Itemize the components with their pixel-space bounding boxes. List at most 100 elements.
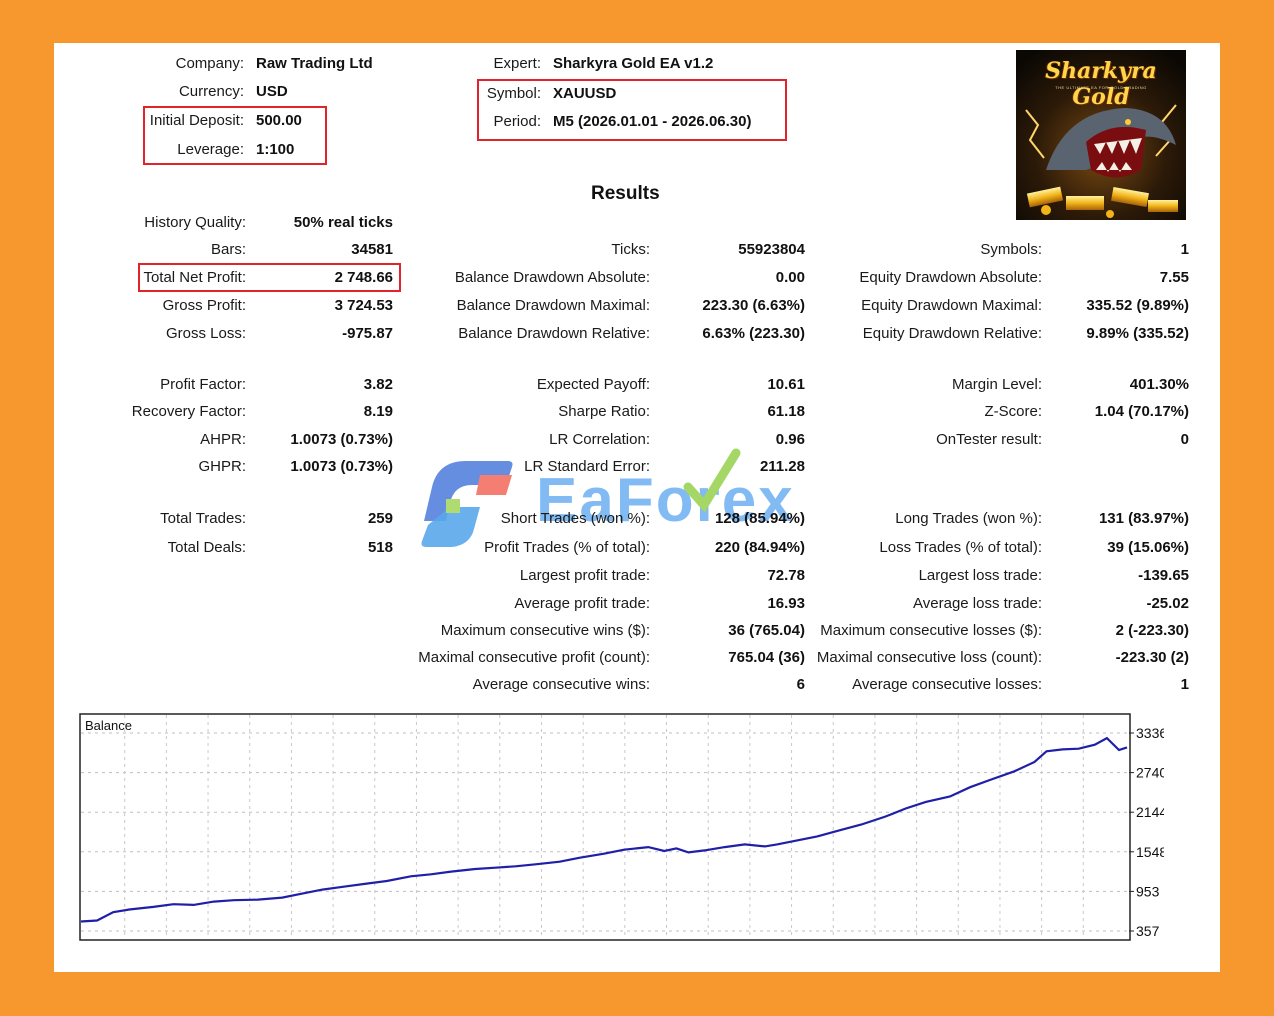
expert-label: Expert:	[493, 55, 541, 72]
result-value: 39 (15.06%)	[1107, 539, 1189, 556]
company-value: Raw Trading Ltd	[256, 55, 373, 72]
result-label: Average consecutive wins:	[472, 676, 650, 693]
result-label: Total Deals:	[167, 539, 246, 556]
chart-y-ticks: 3336 2740 2144 1548 953 357	[1129, 725, 1164, 939]
result-label: History Quality:	[144, 214, 246, 231]
result-value: 3 724.53	[334, 297, 393, 314]
result-value: 55923804	[738, 241, 805, 258]
result-label: Z-Score:	[984, 403, 1042, 420]
result-label: Balance Drawdown Maximal:	[456, 297, 650, 314]
result-value: 0	[1180, 431, 1189, 448]
result-value: -223.30 (2)	[1115, 649, 1189, 666]
result-value: 335.52 (9.89%)	[1086, 297, 1189, 314]
result-value: 6.63% (223.30)	[702, 325, 805, 342]
result-value: 1	[1180, 676, 1189, 693]
result-value: 131 (83.97%)	[1098, 510, 1189, 527]
result-value: 3.82	[363, 376, 393, 393]
initial-deposit-value: 500.00	[256, 112, 302, 129]
logo-title: Sharkyra Gold	[1045, 58, 1157, 110]
chart-frame	[79, 713, 1131, 941]
result-label: GHPR:	[198, 458, 246, 475]
result-label: Profit Trades (% of total):	[484, 539, 650, 556]
company-label: Company:	[175, 55, 244, 72]
y-tick-label: 1548	[1136, 844, 1164, 860]
result-value: -975.87	[342, 325, 393, 342]
result-value: 518	[367, 539, 393, 556]
period-value: M5 (2026.01.01 - 2026.06.30)	[553, 113, 752, 130]
result-value: 34581	[351, 241, 393, 258]
leverage-label: Leverage:	[177, 141, 244, 158]
report-panel: Company: Raw Trading Ltd Currency: USD I…	[54, 43, 1220, 972]
result-value: 128 (85.94%)	[714, 510, 805, 527]
result-value: 16.93	[767, 595, 805, 612]
result-value: 220 (84.94%)	[714, 539, 805, 556]
result-label: AHPR:	[200, 431, 246, 448]
result-value: 10.61	[767, 376, 805, 393]
y-tick-label: 3336	[1136, 725, 1164, 741]
initial-deposit-label: Initial Deposit:	[149, 112, 244, 129]
result-value: 2 748.66	[334, 269, 393, 286]
result-label: Equity Drawdown Absolute:	[859, 269, 1042, 286]
eaforex-logo-icon	[421, 461, 513, 547]
leverage-value: 1:100	[256, 141, 295, 158]
result-value: 765.04 (36)	[728, 649, 805, 666]
result-label: Maximal consecutive profit (count):	[418, 649, 650, 666]
result-label: Maximum consecutive wins ($):	[440, 622, 650, 639]
currency-label: Currency:	[178, 83, 244, 100]
y-tick-label: 2740	[1136, 765, 1164, 781]
result-label: Average profit trade:	[514, 595, 650, 612]
result-label: Recovery Factor:	[131, 403, 246, 420]
result-value: 61.18	[767, 403, 805, 420]
result-label: Maximal consecutive loss (count):	[816, 649, 1042, 666]
result-value: 1.0073 (0.73%)	[290, 431, 393, 448]
result-value: 0.00	[775, 269, 805, 286]
result-value: 50% real ticks	[293, 214, 393, 231]
result-value: 9.89% (335.52)	[1086, 325, 1189, 342]
result-label: Largest loss trade:	[918, 567, 1042, 584]
result-label: Gross Loss:	[165, 325, 246, 342]
result-value: 211.28	[759, 458, 805, 475]
shark-logo-image	[1016, 50, 1186, 220]
result-value: -25.02	[1146, 595, 1189, 612]
eaforex-watermark: EaForex	[420, 448, 860, 555]
logo-tagline: THE ULTIMATE EA FOR GOLD TRADING	[1055, 85, 1147, 90]
chart-grid	[81, 715, 1129, 939]
result-value: 6	[796, 676, 805, 693]
result-label: Maximum consecutive losses ($):	[820, 622, 1042, 639]
result-value: 7.55	[1159, 269, 1189, 286]
symbol-value: XAUUSD	[553, 85, 617, 102]
result-value: -139.65	[1138, 567, 1189, 584]
sharkyra-logo: Sharkyra Gold THE ULTIMATE EA FOR GOLD T…	[1016, 50, 1186, 220]
eaforex-wordmark: EaForex	[536, 466, 795, 535]
deposit-highlight-box	[143, 106, 327, 165]
result-label: Total Net Profit:	[143, 269, 246, 286]
result-label: Average consecutive losses:	[852, 676, 1042, 693]
result-value: 2 (-223.30)	[1115, 622, 1189, 639]
result-value: 259	[367, 510, 393, 527]
result-value: 1	[1180, 241, 1189, 258]
symbol-label: Symbol:	[486, 85, 541, 102]
result-value: 1.04 (70.17%)	[1094, 403, 1189, 420]
result-label: Balance Drawdown Absolute:	[454, 269, 650, 286]
result-label: Equity Drawdown Relative:	[862, 325, 1042, 342]
period-label: Period:	[493, 113, 541, 130]
result-value: 72.78	[767, 567, 805, 584]
result-value: 36 (765.04)	[728, 622, 805, 639]
y-tick-label: 2144	[1136, 804, 1164, 820]
result-label: Symbols:	[980, 241, 1042, 258]
result-label: Margin Level:	[951, 376, 1042, 393]
result-label: Loss Trades (% of total):	[879, 539, 1042, 556]
result-label: Expected Payoff:	[536, 376, 650, 393]
currency-value: USD	[256, 83, 288, 100]
y-tick-label: 357	[1136, 923, 1160, 939]
result-label: Largest profit trade:	[519, 567, 650, 584]
balance-chart: 0122333445566768798108119130141151162173…	[79, 713, 1164, 941]
result-label: Total Trades:	[160, 510, 246, 527]
chart-title: Balance	[85, 718, 132, 733]
result-label: LR Correlation:	[549, 431, 650, 448]
results-title: Results	[591, 183, 660, 204]
result-value: 223.30 (6.63%)	[702, 297, 805, 314]
y-tick-label: 953	[1136, 883, 1160, 899]
net-profit-highlight-box	[138, 263, 401, 292]
result-value: 0.96	[775, 431, 805, 448]
